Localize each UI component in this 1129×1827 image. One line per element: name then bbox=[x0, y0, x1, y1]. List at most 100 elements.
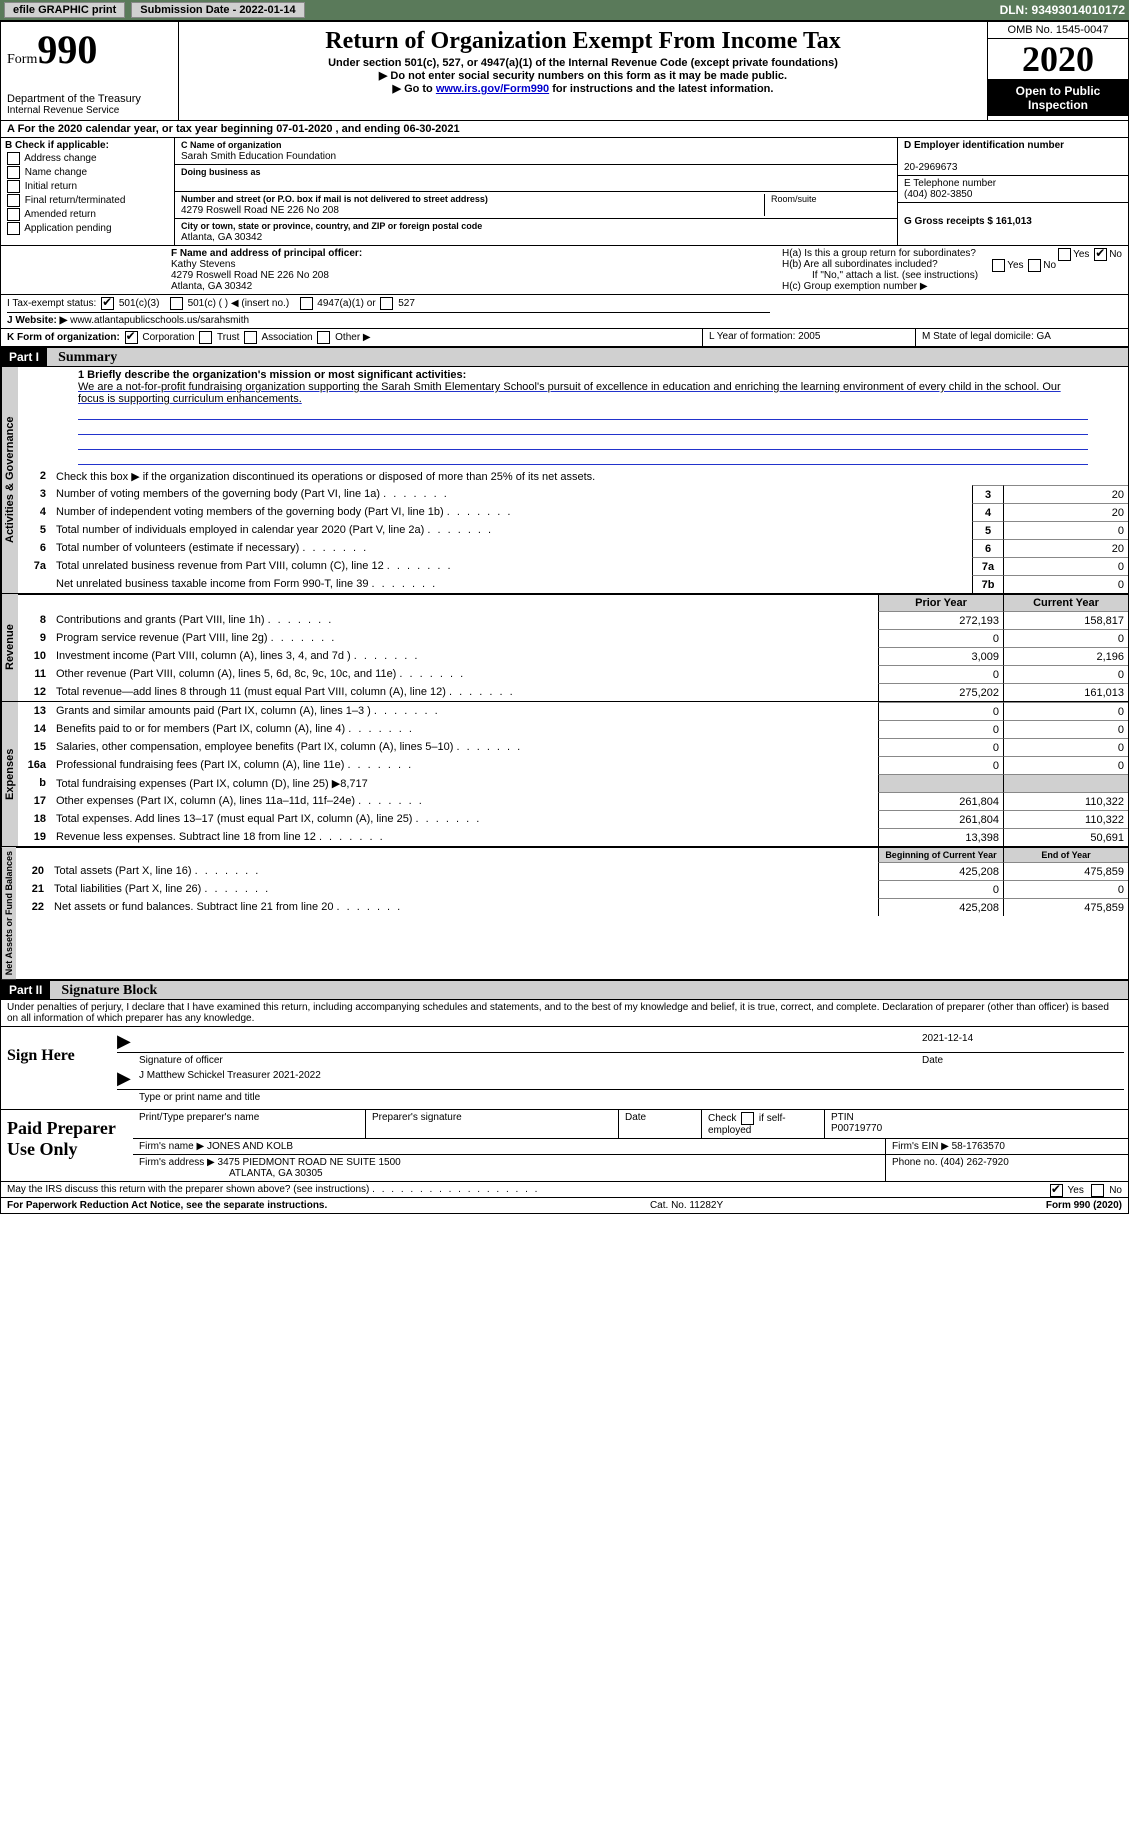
cell-org-name: C Name of organization Sarah Smith Educa… bbox=[175, 138, 897, 165]
section-h: H(a) Is this a group return for subordin… bbox=[776, 246, 1128, 294]
i-527[interactable] bbox=[380, 297, 393, 310]
dln-label: DLN: 93493014010172 bbox=[1000, 3, 1125, 17]
table-row: bTotal fundraising expenses (Part IX, co… bbox=[18, 774, 1128, 792]
top-bar: efile GRAPHIC print Submission Date - 20… bbox=[0, 0, 1129, 21]
omb-label: OMB No. 1545-0047 bbox=[988, 22, 1128, 39]
chk-final[interactable]: Final return/terminated bbox=[5, 194, 170, 207]
table-row: 5Total number of individuals employed in… bbox=[18, 521, 1128, 539]
signature-block: Sign Here ▶ 2021-12-14 Signature of offi… bbox=[1, 1026, 1128, 1110]
header-right: OMB No. 1545-0047 2020 Open to Public In… bbox=[987, 22, 1128, 120]
form-subtitle: Under section 501(c), 527, or 4947(a)(1)… bbox=[187, 57, 979, 69]
chk-amended[interactable]: Amended return bbox=[5, 208, 170, 221]
ha-yes[interactable] bbox=[1058, 248, 1071, 261]
table-row: 6Total number of volunteers (estimate if… bbox=[18, 539, 1128, 557]
discuss-yes[interactable] bbox=[1050, 1184, 1063, 1197]
i-501c3[interactable] bbox=[101, 297, 114, 310]
submission-date-label: Submission Date - 2022-01-14 bbox=[131, 2, 304, 18]
table-row: 13Grants and similar amounts paid (Part … bbox=[18, 702, 1128, 720]
table-row: 4Number of independent voting members of… bbox=[18, 503, 1128, 521]
chk-initial[interactable]: Initial return bbox=[5, 180, 170, 193]
revenue-col-header: Prior Year Current Year bbox=[18, 594, 1128, 611]
table-row: 11Other revenue (Part VIII, column (A), … bbox=[18, 665, 1128, 683]
table-row: 7aTotal unrelated business revenue from … bbox=[18, 557, 1128, 575]
org-name: Sarah Smith Education Foundation bbox=[181, 151, 336, 162]
table-row: 21Total liabilities (Part X, line 26) 00 bbox=[16, 880, 1128, 898]
footer-right: Form 990 (2020) bbox=[1046, 1200, 1122, 1211]
i-4947[interactable] bbox=[300, 297, 313, 310]
section-b-title: B Check if applicable: bbox=[5, 140, 109, 151]
row-k-l-m: K Form of organization: Corporation Trus… bbox=[1, 329, 1128, 347]
discuss-no[interactable] bbox=[1091, 1184, 1104, 1197]
cell-city: City or town, state or province, country… bbox=[175, 219, 897, 245]
i-501c[interactable] bbox=[170, 297, 183, 310]
section-revenue: Revenue Prior Year Current Year 8Contrib… bbox=[1, 594, 1128, 702]
self-employed-cell: Check if self-employed bbox=[702, 1110, 825, 1138]
chk-name[interactable]: Name change bbox=[5, 166, 170, 179]
website-url: www.atlantapublicschools.us/sarahsmith bbox=[70, 315, 249, 326]
col-b: B Check if applicable: Address change Na… bbox=[1, 138, 175, 245]
penalties-text: Under penalties of perjury, I declare th… bbox=[1, 1000, 1128, 1026]
k-assoc[interactable] bbox=[244, 331, 257, 344]
preparer-firm-row: Firm's name ▶ JONES AND KOLB Firm's EIN … bbox=[133, 1139, 1128, 1155]
dept-label: Department of the Treasury bbox=[7, 93, 172, 105]
firm-name: JONES AND KOLB bbox=[207, 1141, 293, 1152]
arrow-icon: ▶ bbox=[117, 1031, 137, 1052]
form-header: Form990 Department of the Treasury Inter… bbox=[1, 22, 1128, 121]
table-row: 20Total assets (Part X, line 16) 425,208… bbox=[16, 862, 1128, 880]
k-corp[interactable] bbox=[125, 331, 138, 344]
vlabel-governance: Activities & Governance bbox=[1, 367, 18, 593]
preparer-header-row: Print/Type preparer's name Preparer's si… bbox=[133, 1110, 1128, 1139]
section-m: M State of legal domicile: GA bbox=[915, 329, 1128, 346]
officer-name: J Matthew Schickel Treasurer 2021-2022 bbox=[137, 1068, 1124, 1089]
section-governance: Activities & Governance 1 Briefly descri… bbox=[1, 367, 1128, 594]
k-other[interactable] bbox=[317, 331, 330, 344]
table-row: 17Other expenses (Part IX, column (A), l… bbox=[18, 792, 1128, 810]
table-row: 9Program service revenue (Part VIII, lin… bbox=[18, 629, 1128, 647]
mission-text: We are a not-for-profit fundraising orga… bbox=[78, 381, 1061, 405]
header-center: Return of Organization Exempt From Incom… bbox=[179, 22, 987, 120]
preparer-addr-row: Firm's address ▶ 3475 PIEDMONT ROAD NE S… bbox=[133, 1155, 1128, 1181]
row-f-h: F Name and address of principal officer:… bbox=[1, 246, 1128, 295]
sig-labels-2: Type or print name and title bbox=[117, 1090, 1124, 1105]
sig-date: 2021-12-14 bbox=[920, 1031, 1124, 1052]
table-row: Net unrelated business taxable income fr… bbox=[18, 575, 1128, 593]
table-row: 15Salaries, other compensation, employee… bbox=[18, 738, 1128, 756]
hb-yes[interactable] bbox=[992, 259, 1005, 272]
period-row: A For the 2020 calendar year, or tax yea… bbox=[1, 121, 1128, 138]
vlabel-revenue: Revenue bbox=[1, 594, 18, 701]
cell-phone: E Telephone number (404) 802-3850 bbox=[898, 176, 1128, 203]
preparer-block: Paid Preparer Use Only Print/Type prepar… bbox=[1, 1110, 1128, 1182]
efile-button[interactable]: efile GRAPHIC print bbox=[4, 2, 125, 18]
ein-value: 20-2969673 bbox=[904, 162, 957, 173]
table-row: 8Contributions and grants (Part VIII, li… bbox=[18, 611, 1128, 629]
hb-no[interactable] bbox=[1028, 259, 1041, 272]
irs-link[interactable]: www.irs.gov/Form990 bbox=[436, 83, 549, 95]
vlabel-net: Net Assets or Fund Balances bbox=[1, 847, 16, 979]
vlabel-expenses: Expenses bbox=[1, 702, 18, 846]
k-trust[interactable] bbox=[199, 331, 212, 344]
org-city: Atlanta, GA 30342 bbox=[181, 232, 262, 243]
section-b-row: B Check if applicable: Address change Na… bbox=[1, 138, 1128, 246]
irs-label: Internal Revenue Service bbox=[7, 105, 172, 116]
ha-no[interactable] bbox=[1094, 248, 1107, 261]
inspection-label: Open to Public Inspection bbox=[988, 80, 1128, 116]
table-row: 12Total revenue—add lines 8 through 11 (… bbox=[18, 683, 1128, 701]
cell-ein: D Employer identification number 20-2969… bbox=[898, 138, 1128, 176]
self-employed-chk[interactable] bbox=[741, 1112, 754, 1125]
cell-dba: Doing business as bbox=[175, 165, 897, 192]
chk-address[interactable]: Address change bbox=[5, 152, 170, 165]
sig-line-2: ▶ J Matthew Schickel Treasurer 2021-2022 bbox=[117, 1068, 1124, 1090]
form-note-2: ▶ Go to www.irs.gov/Form990 for instruct… bbox=[187, 82, 979, 95]
table-row: 18Total expenses. Add lines 13–17 (must … bbox=[18, 810, 1128, 828]
line-2: 2 Check this box ▶ if the organization d… bbox=[18, 467, 1128, 485]
section-net-assets: Net Assets or Fund Balances Beginning of… bbox=[1, 847, 1128, 980]
preparer-phone: (404) 262-7920 bbox=[940, 1157, 1008, 1168]
row-i-j: I Tax-exempt status: 501(c)(3) 501(c) ( … bbox=[1, 295, 1128, 329]
preparer-title: Paid Preparer Use Only bbox=[1, 1110, 133, 1181]
chk-pending[interactable]: Application pending bbox=[5, 222, 170, 235]
footer: For Paperwork Reduction Act Notice, see … bbox=[1, 1198, 1128, 1213]
form-title: Return of Organization Exempt From Incom… bbox=[187, 28, 979, 55]
mission-block: 1 Briefly describe the organization's mi… bbox=[18, 367, 1128, 467]
cell-gross: G Gross receipts $ 161,013 bbox=[898, 203, 1128, 245]
section-f: F Name and address of principal officer:… bbox=[1, 246, 776, 294]
